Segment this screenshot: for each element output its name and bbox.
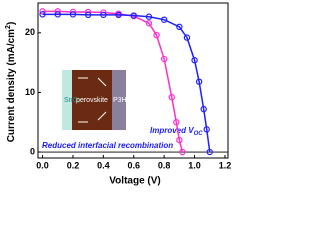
data-point xyxy=(176,23,183,31)
inset-etl-text: SnO xyxy=(64,97,79,104)
data-point xyxy=(200,105,207,113)
data-point xyxy=(145,20,153,27)
inset: SnO2 perovskite P3HT xyxy=(62,70,132,130)
data-point xyxy=(168,93,175,101)
data-point xyxy=(206,148,213,156)
data-point xyxy=(153,31,160,39)
plot-frame xyxy=(37,2,229,159)
data-point xyxy=(145,13,153,20)
inset-arrows xyxy=(78,77,107,123)
inset-htl xyxy=(112,70,126,130)
x-tick-label: 1.2 xyxy=(219,160,232,170)
x-tick-label: 0.0 xyxy=(36,160,49,170)
inset-absorber-label: perovskite xyxy=(76,97,108,104)
data-point xyxy=(54,11,61,18)
recombination-annotation: Reduced interfacial recombination xyxy=(42,141,173,150)
chart: Voltage (V) Current density (mA/cm2) SnO… xyxy=(5,2,232,187)
data-point xyxy=(160,16,168,23)
inset-etl-sub: 2 xyxy=(78,99,81,105)
data-point xyxy=(195,78,203,85)
x-tick-label: 0.2 xyxy=(67,160,80,170)
x-axis-title: Voltage (V) xyxy=(109,176,160,187)
data-point xyxy=(183,34,191,41)
x-tick-label: 0.4 xyxy=(97,160,110,170)
data-point xyxy=(69,11,77,18)
data-point xyxy=(115,11,122,19)
data-point xyxy=(191,57,198,64)
y-title-after: ) xyxy=(6,22,17,25)
inset-etl-label: SnO2 xyxy=(64,97,81,105)
data-point xyxy=(160,55,168,63)
data-point xyxy=(173,119,180,126)
data-point xyxy=(39,11,46,18)
y-tick-label: 20 xyxy=(25,27,35,37)
x-tick-label: 0.8 xyxy=(158,160,171,170)
data-point xyxy=(179,148,186,156)
y-tick-label: 10 xyxy=(25,87,35,97)
data-point xyxy=(130,12,137,19)
data-point xyxy=(203,126,210,133)
data-point xyxy=(100,11,107,19)
x-tick-label: 0.6 xyxy=(128,160,141,170)
voc-text: Improved V xyxy=(150,126,194,135)
y-title-sup: 2 xyxy=(5,25,12,29)
y-tick-label: 0 xyxy=(30,146,35,156)
inset-etl xyxy=(62,70,72,130)
voc-sub: OC xyxy=(194,131,204,137)
x-tick-label: 1.0 xyxy=(188,160,201,170)
series-line xyxy=(42,13,211,153)
y-title-text: Current density (mA/cm xyxy=(6,29,17,142)
data-point xyxy=(176,136,183,144)
data-point xyxy=(84,11,92,19)
y-axis-title: Current density (mA/cm2) xyxy=(5,22,17,143)
inset-htl-label: P3HT xyxy=(113,97,132,104)
voc-annotation: Improved VOC xyxy=(150,126,203,136)
